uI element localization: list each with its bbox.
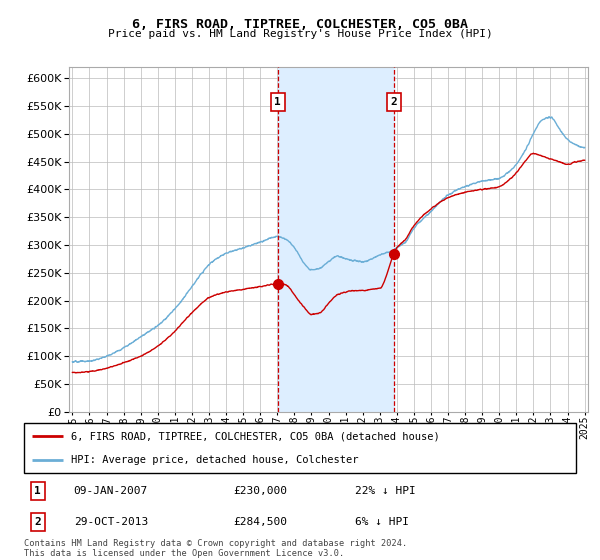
Text: HPI: Average price, detached house, Colchester: HPI: Average price, detached house, Colc… — [71, 455, 358, 465]
Text: 6, FIRS ROAD, TIPTREE, COLCHESTER, CO5 0BA (detached house): 6, FIRS ROAD, TIPTREE, COLCHESTER, CO5 0… — [71, 431, 440, 441]
FancyBboxPatch shape — [24, 423, 576, 473]
Text: £230,000: £230,000 — [234, 486, 288, 496]
Bar — [278, 67, 394, 412]
Text: 29-OCT-2013: 29-OCT-2013 — [74, 517, 148, 527]
Text: 1: 1 — [34, 486, 41, 496]
Text: 22% ↓ HPI: 22% ↓ HPI — [355, 486, 416, 496]
Text: 1: 1 — [274, 97, 281, 106]
Text: 6, FIRS ROAD, TIPTREE, COLCHESTER, CO5 0BA: 6, FIRS ROAD, TIPTREE, COLCHESTER, CO5 0… — [132, 18, 468, 31]
Text: £284,500: £284,500 — [234, 517, 288, 527]
Text: Contains HM Land Registry data © Crown copyright and database right 2024.
This d: Contains HM Land Registry data © Crown c… — [24, 539, 407, 558]
Text: 09-JAN-2007: 09-JAN-2007 — [74, 486, 148, 496]
Text: 2: 2 — [34, 517, 41, 527]
Text: 6% ↓ HPI: 6% ↓ HPI — [355, 517, 409, 527]
Text: 2: 2 — [391, 97, 397, 106]
Text: Price paid vs. HM Land Registry's House Price Index (HPI): Price paid vs. HM Land Registry's House … — [107, 29, 493, 39]
